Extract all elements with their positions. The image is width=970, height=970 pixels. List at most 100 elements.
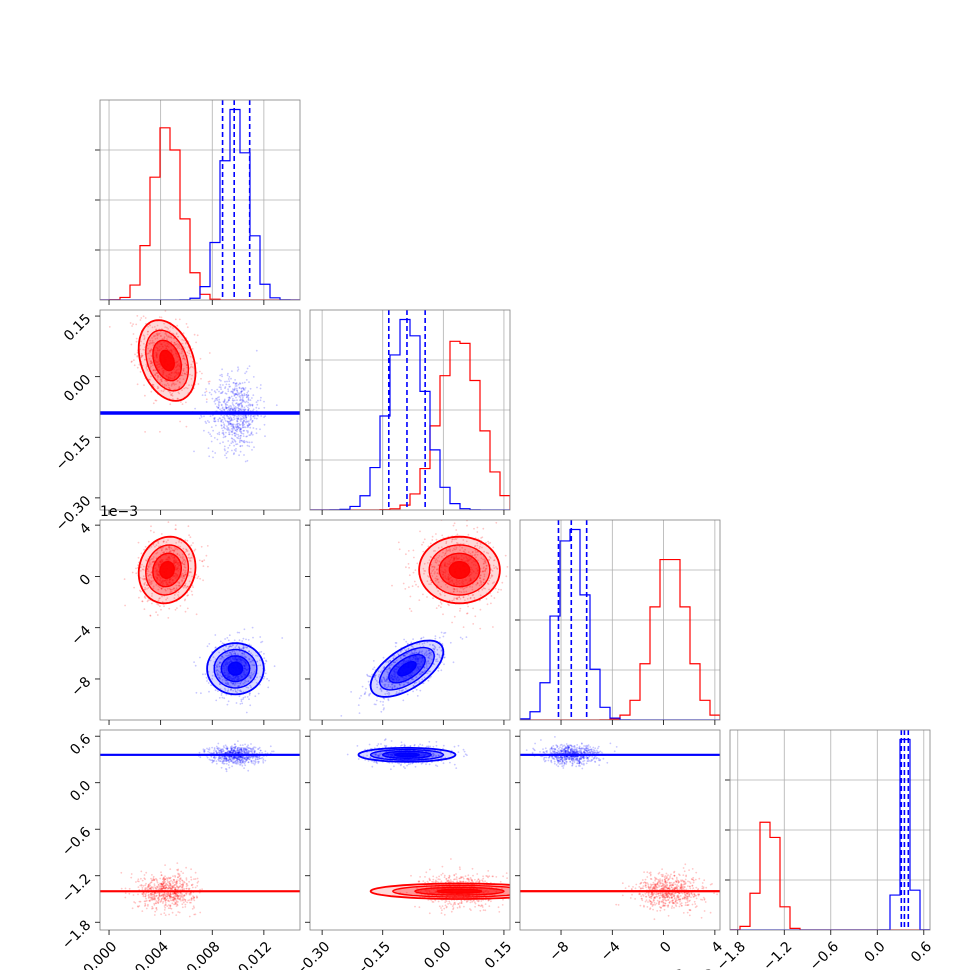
scatter-point [218, 417, 221, 419]
scatter-point [483, 562, 485, 565]
scatter-point [233, 407, 235, 410]
scatter-point [251, 397, 253, 399]
scatter-point [169, 391, 172, 394]
scatter-point [239, 450, 242, 453]
scatter-point [220, 403, 223, 406]
scatter-point [181, 896, 184, 899]
scatter-point [144, 545, 147, 548]
scatter-point [169, 895, 171, 898]
scatter-point [228, 645, 231, 648]
scatter-point [169, 893, 172, 896]
scatter-point [234, 409, 237, 412]
scatter-point [140, 356, 143, 359]
scatter-point [168, 546, 171, 549]
scatter-point [406, 642, 409, 645]
scatter-point [226, 425, 228, 428]
scatter-point [229, 385, 232, 388]
scatter-point [485, 541, 487, 544]
scatter-point [412, 690, 414, 693]
scatter-point [149, 614, 152, 617]
scatter-point [245, 440, 248, 443]
scatter-point [175, 902, 178, 905]
scatter-point [196, 896, 198, 899]
scatter-point [150, 525, 152, 528]
scatter-point [236, 631, 239, 634]
scatter-point [458, 596, 461, 598]
scatter-point [486, 603, 489, 606]
scatter-point [213, 417, 216, 420]
scatter-point [482, 570, 484, 573]
scatter-point [224, 380, 226, 383]
scatter-point [216, 672, 219, 674]
scatter-point [170, 551, 172, 554]
scatter-point [167, 893, 170, 895]
scatter-point [259, 659, 261, 662]
scatter-point [413, 580, 416, 583]
panel-content-2-0 [123, 521, 284, 714]
scatter-point [377, 670, 380, 673]
scatter-point [148, 899, 151, 902]
scatter-point [148, 581, 151, 584]
scatter-point [209, 659, 212, 662]
scatter-point [205, 401, 208, 403]
scatter-point [164, 899, 167, 902]
scatter-point [210, 393, 213, 396]
scatter-point [192, 897, 195, 900]
scatter-point [231, 407, 234, 410]
scatter-point [169, 895, 172, 898]
scatter-point [143, 335, 146, 337]
scatter-point [154, 898, 157, 901]
scatter-point [225, 683, 228, 686]
scatter-point [193, 450, 195, 453]
scatter-point [233, 408, 236, 411]
scatter-point [181, 389, 183, 391]
scatter-point [455, 529, 458, 531]
scatter-point [171, 885, 174, 888]
scatter-point [412, 684, 415, 687]
scatter-point [436, 649, 439, 651]
scatter-point [164, 875, 166, 878]
scatter-point [223, 697, 226, 700]
scatter-point [152, 344, 155, 347]
scatter-point [179, 381, 182, 384]
scatter-point [184, 573, 187, 576]
scatter-point [229, 404, 232, 407]
scatter-point [185, 550, 188, 552]
scatter-point [149, 888, 152, 890]
scatter-point [251, 421, 254, 423]
scatter-point [418, 680, 421, 683]
scatter-point [166, 879, 169, 882]
scatter-point [462, 586, 464, 589]
scatter-point [423, 654, 426, 656]
scatter-point [150, 897, 153, 900]
scatter-point [151, 339, 154, 342]
scatter-point [159, 882, 161, 885]
scatter-point [178, 347, 181, 350]
scatter-point [394, 685, 396, 687]
scatter-point [248, 434, 251, 437]
scatter-point [227, 378, 230, 380]
scatter-point [153, 893, 156, 896]
scatter-point [221, 642, 224, 644]
scatter-point [158, 316, 161, 318]
scatter-point [242, 417, 245, 419]
scatter-point [490, 602, 492, 605]
scatter-point [183, 894, 185, 897]
scatter-point [174, 881, 177, 884]
scatter-point [167, 521, 170, 523]
scatter-point [221, 656, 224, 658]
scatter-point [443, 632, 445, 634]
scatter-point [236, 394, 239, 397]
scatter-point [143, 608, 146, 610]
scatter-point [228, 405, 231, 408]
scatter-point [232, 426, 235, 429]
scatter-point [182, 575, 185, 577]
scatter-point [162, 894, 165, 896]
scatter-point [239, 445, 242, 447]
scatter-point [166, 884, 169, 886]
scatter-point [156, 387, 159, 390]
scatter-1-1-0 [193, 349, 278, 463]
scatter-point [174, 903, 177, 906]
scatter-point [398, 683, 401, 685]
scatter-point [233, 381, 235, 384]
